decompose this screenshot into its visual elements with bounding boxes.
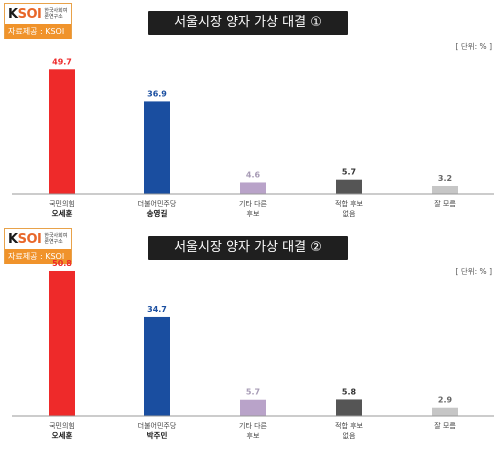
category-label: 더불어민주당 xyxy=(138,199,177,208)
category-label-line2: 없음 xyxy=(343,432,356,440)
logo-org-name: 한국사회여론연구소 xyxy=(44,233,68,245)
category-label: 잘 모름 xyxy=(434,422,456,430)
category-label: 기타 다른 xyxy=(239,421,268,430)
category-label-line2: 후보 xyxy=(247,432,260,440)
category-label: 적합 후보 xyxy=(335,421,364,430)
value-label: 2.9 xyxy=(438,396,453,405)
logo-org-name: 한국사회여론연구소 xyxy=(44,8,68,20)
bar-1 xyxy=(144,101,170,194)
category-label: 국민의힘 xyxy=(49,199,75,208)
logo-mark: KSOI xyxy=(8,231,42,247)
bar-3 xyxy=(336,399,362,416)
category-label-line2: 송영길 xyxy=(147,208,168,218)
value-label: 34.7 xyxy=(147,305,167,314)
bar-0 xyxy=(49,69,75,194)
bar-3 xyxy=(336,179,362,194)
category-label: 더불어민주당 xyxy=(138,421,177,430)
bar-4 xyxy=(432,185,458,194)
value-label: 4.6 xyxy=(246,170,261,179)
value-label: 5.7 xyxy=(246,388,260,397)
chart-title: 서울시장 양자 가상 대결 ② xyxy=(148,236,348,260)
category-label-line2: 오세훈 xyxy=(52,208,73,218)
value-label: 50.8 xyxy=(52,259,72,268)
bar-1 xyxy=(144,316,170,416)
category-label-line2: 오세훈 xyxy=(52,430,73,440)
value-label: 36.9 xyxy=(147,89,167,98)
logo-mark: KSOI xyxy=(8,6,42,22)
ksoi-logo: KSOI 한국사회여론연구소 자료제공 : KSOI xyxy=(4,3,72,39)
category-label-line2: 없음 xyxy=(343,210,356,218)
category-label-line2: 후보 xyxy=(247,210,260,218)
category-label: 기타 다른 xyxy=(239,199,268,208)
bar-2 xyxy=(240,182,266,194)
chart-title: 서울시장 양자 가상 대결 ① xyxy=(148,11,348,35)
unit-label: [ 단위: % ] xyxy=(455,42,492,51)
category-label: 적합 후보 xyxy=(335,199,364,208)
value-label: 5.7 xyxy=(342,168,356,177)
source-label: 자료제공 : KSOI xyxy=(5,249,71,264)
unit-label: [ 단위: % ] xyxy=(455,267,492,276)
category-label: 국민의힘 xyxy=(49,421,75,430)
bar-0 xyxy=(49,270,75,416)
chart-panel-1: KSOI 한국사회여론연구소 자료제공 : KSOI 서울시장 양자 가상 대결… xyxy=(0,0,500,222)
category-label-line2: 박주민 xyxy=(147,430,168,440)
value-label: 5.8 xyxy=(342,387,357,396)
source-label: 자료제공 : KSOI xyxy=(5,24,71,39)
bar-2 xyxy=(240,399,266,416)
value-label: 3.2 xyxy=(438,174,452,183)
category-label: 잘 모름 xyxy=(434,200,456,208)
ksoi-logo: KSOI 한국사회여론연구소 자료제공 : KSOI xyxy=(4,228,72,264)
chart-panel-2: KSOI 한국사회여론연구소 자료제공 : KSOI 서울시장 양자 가상 대결… xyxy=(0,225,500,450)
value-label: 49.7 xyxy=(52,57,72,66)
bar-4 xyxy=(432,407,458,416)
